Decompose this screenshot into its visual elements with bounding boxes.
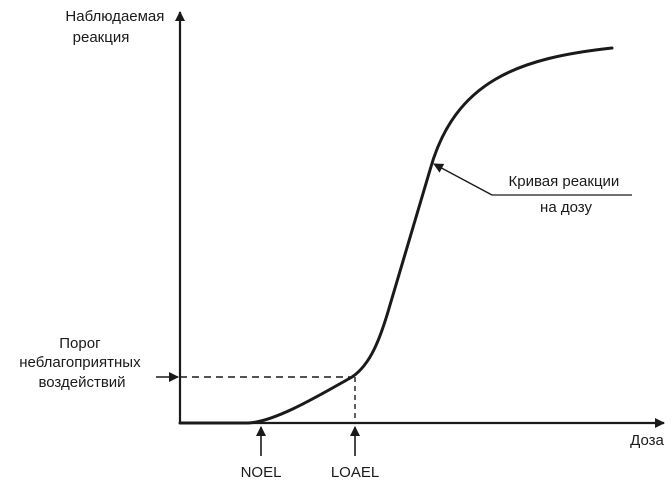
curve-label-arrow [433, 163, 493, 196]
dose-response-curve [178, 46, 614, 425]
curve-label: Кривая реакции на дозу [508, 173, 623, 216]
threshold-label: Порог неблагоприятных воздействий [19, 335, 145, 391]
noel-label: NOEL [241, 464, 282, 481]
y-axis-label: Наблюдаемая реакция [65, 8, 168, 46]
x-axis-label: Доза [630, 432, 664, 449]
loael-label: LOAEL [331, 464, 379, 481]
